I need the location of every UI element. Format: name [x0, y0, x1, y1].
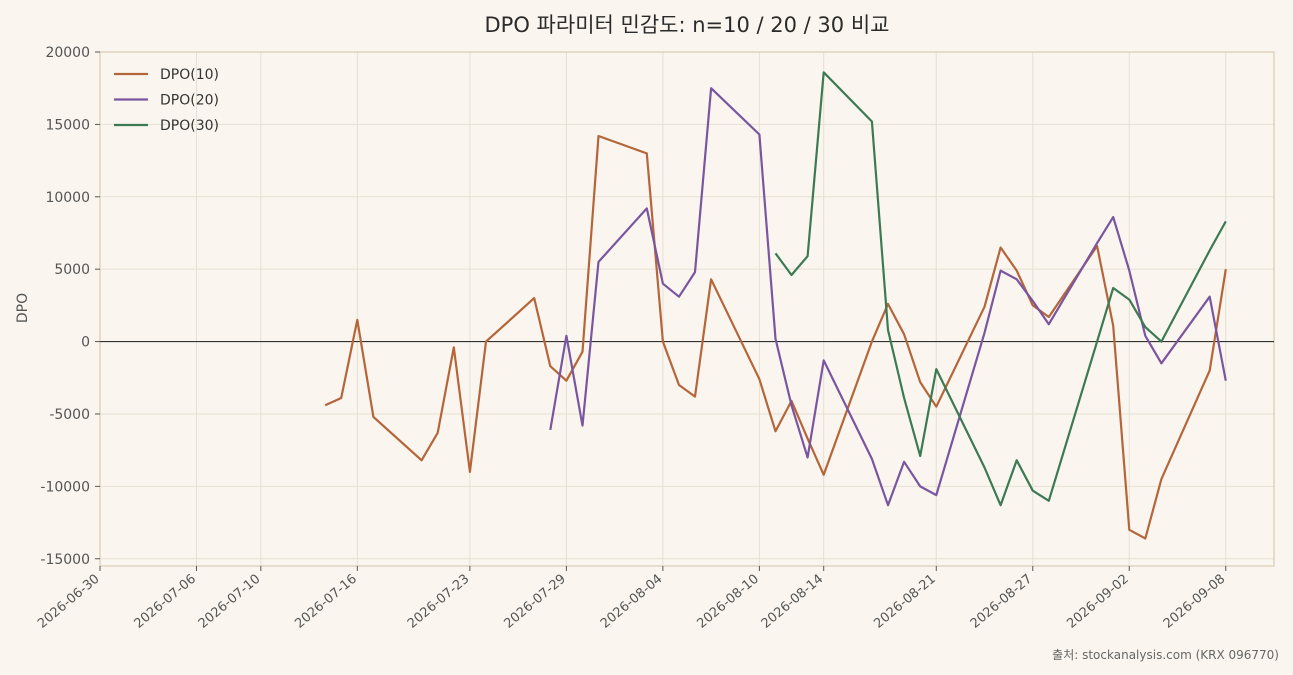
y-axis: -15000 -10000 -5000 0 5000 10000 15000 20000: [40, 45, 100, 568]
y-tick-label: 20000: [45, 45, 90, 61]
y-tick-label: -5000: [49, 407, 90, 423]
y-tick-label: 5000: [54, 262, 90, 278]
legend: DPO(10) DPO(20) DPO(30): [114, 67, 219, 134]
grid: [99, 51, 1274, 566]
x-tick-label: 2026-08-14: [759, 572, 827, 632]
x-tick-label: 2026-09-02: [1064, 572, 1132, 632]
source-note: 출처: stockanalysis.com (KRX 096770): [1052, 648, 1279, 662]
y-tick-label: 10000: [45, 190, 90, 206]
series-line-dpo-10: [324, 134, 1227, 540]
y-tick-label: 0: [81, 335, 90, 351]
chart-title: DPO 파라미터 민감도: n=10 / 20 / 30 비교: [485, 13, 890, 37]
y-tick-label: -10000: [40, 479, 90, 495]
y-axis-label: DPO: [15, 293, 31, 323]
x-tick-label: 2026-08-27: [968, 572, 1036, 632]
x-tick-label: 2026-07-06: [132, 572, 200, 632]
plot-area: [99, 51, 1275, 567]
series-lines: [324, 71, 1227, 540]
x-tick-label: 2026-07-16: [292, 572, 360, 632]
series-line-dpo-30: [774, 71, 1227, 507]
x-tick-label: 2026-07-10: [196, 572, 264, 632]
x-tick-label: 2026-08-04: [598, 572, 666, 632]
legend-label: DPO(30): [160, 118, 219, 134]
series-line-dpo-20: [549, 87, 1227, 507]
x-tick-label: 2026-07-29: [501, 572, 569, 632]
x-tick-label: 2026-07-23: [405, 572, 473, 632]
x-tick-label: 2026-08-21: [871, 572, 939, 632]
legend-label: DPO(20): [160, 93, 219, 109]
x-tick-label: 2026-08-10: [694, 572, 762, 632]
x-tick-label: 2026-09-08: [1161, 572, 1229, 632]
y-tick-label: -15000: [40, 552, 90, 568]
legend-label: DPO(10): [160, 67, 219, 83]
x-tick-label: 2026-06-30: [35, 572, 103, 632]
y-tick-label: 15000: [45, 117, 90, 133]
